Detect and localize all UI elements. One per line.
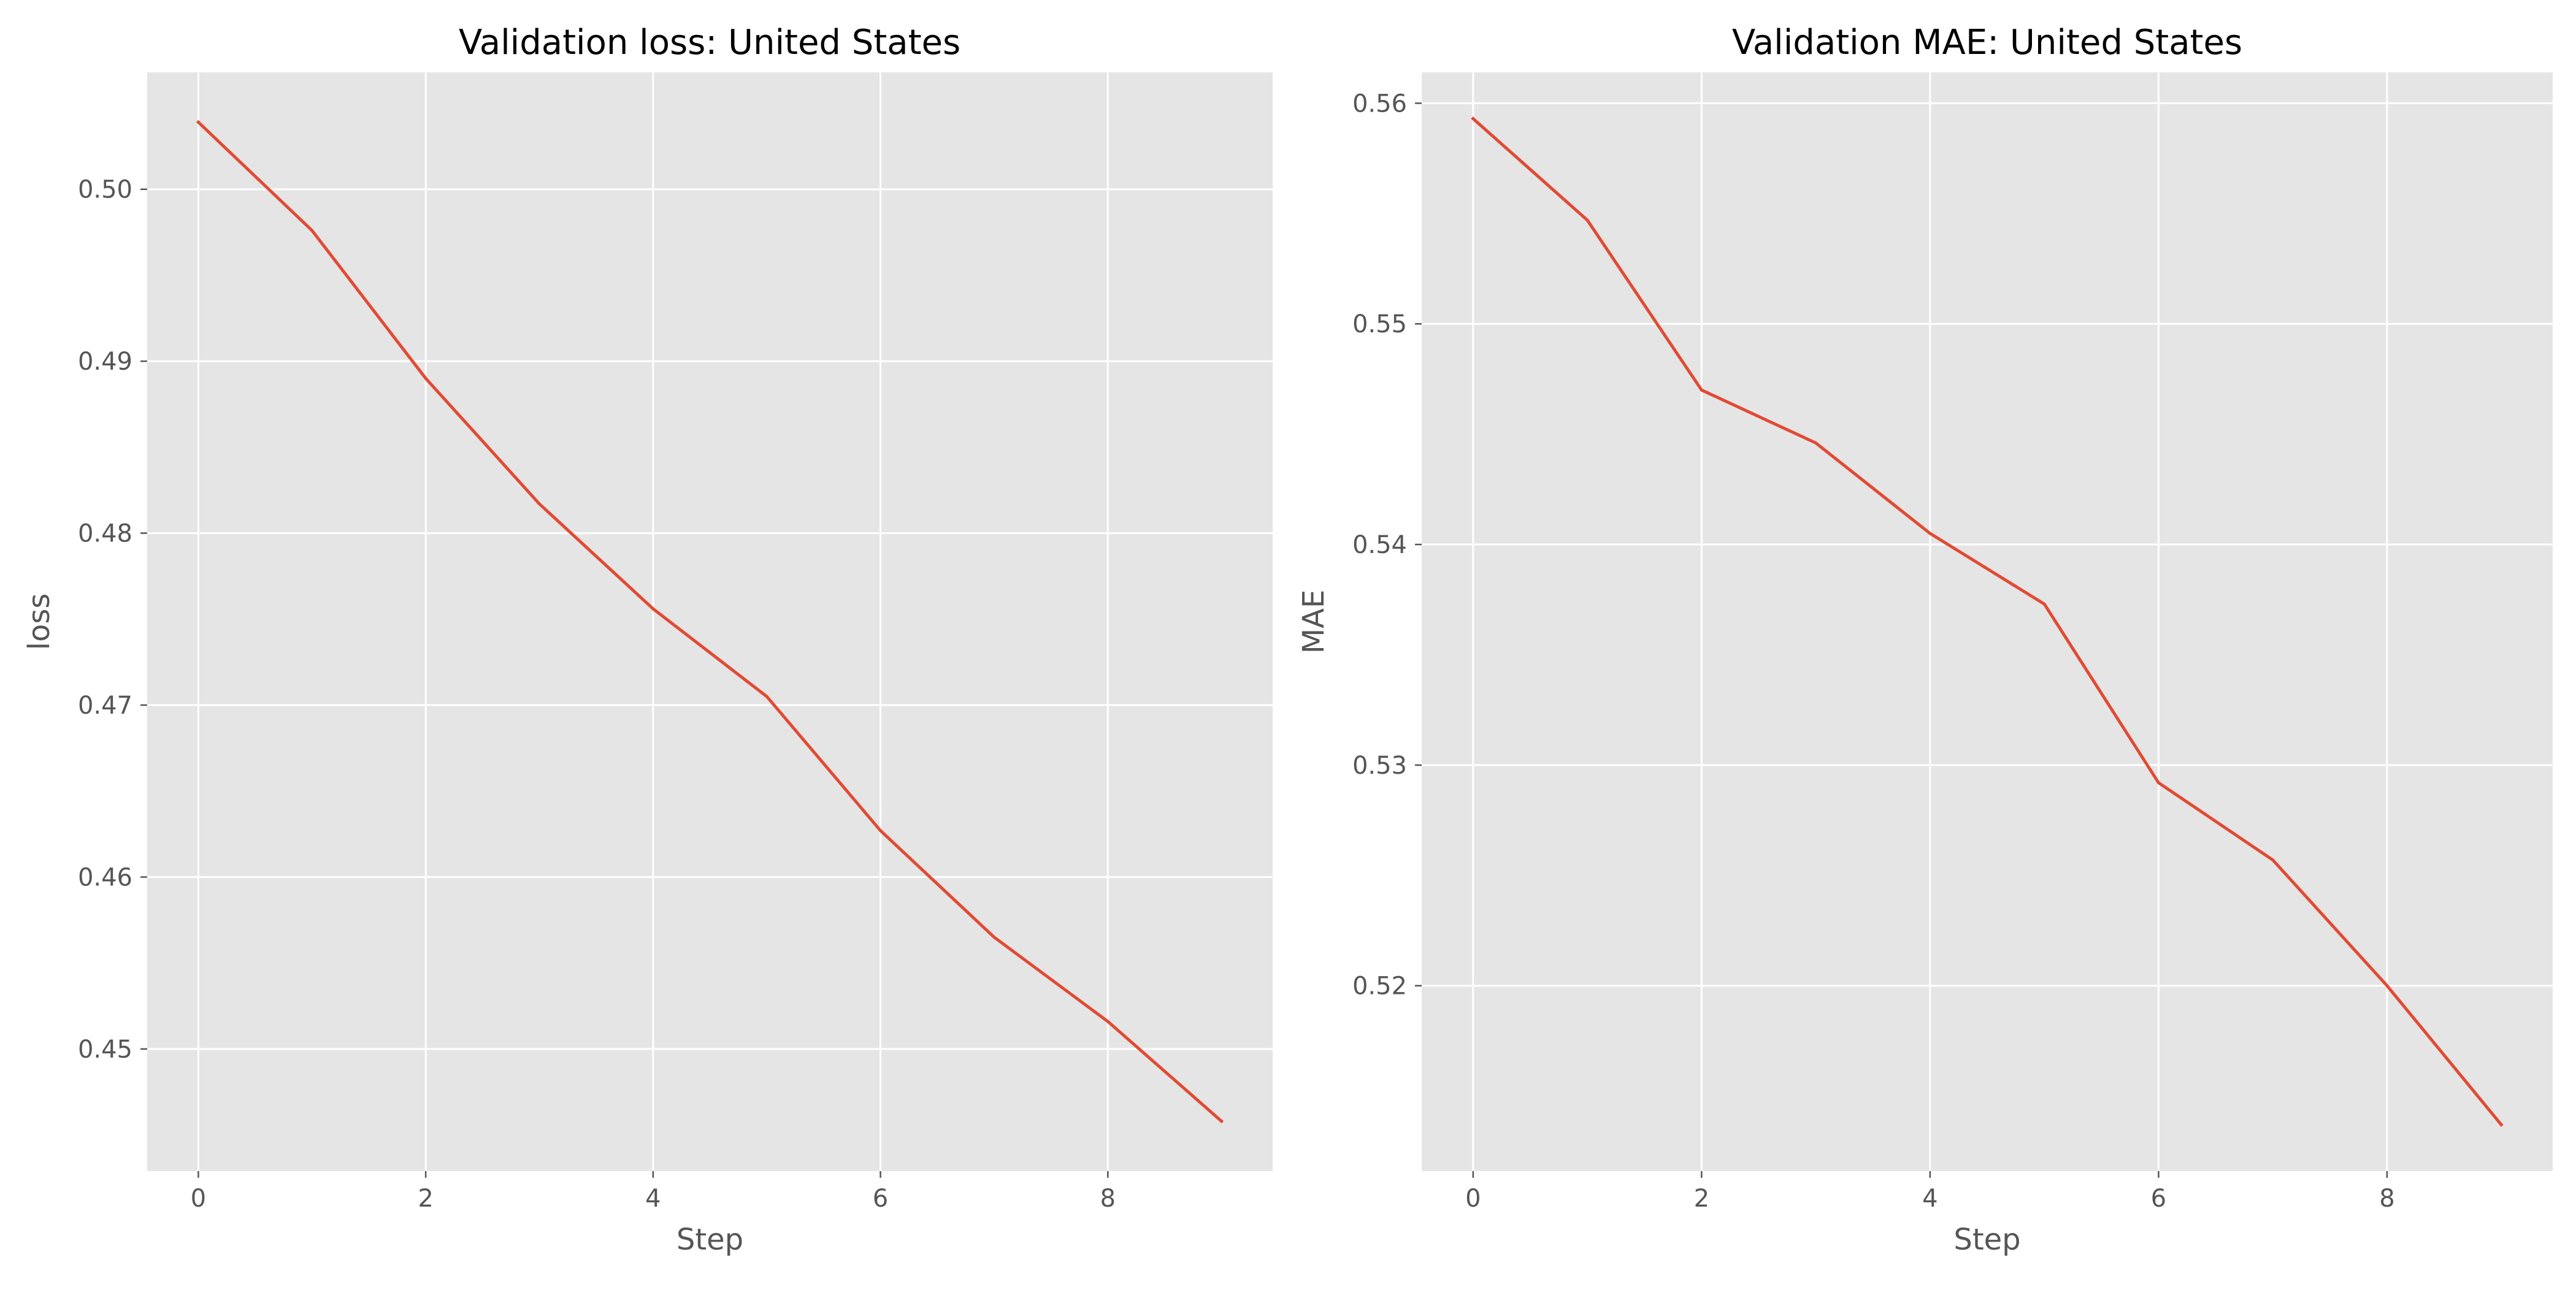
chart-1-data-point xyxy=(196,120,200,124)
chart-1-data-point xyxy=(651,607,655,611)
chart-1-x-tick-label: 2 xyxy=(418,1185,433,1213)
chart-1-data-point xyxy=(537,502,541,506)
chart-2: 0 2 4 6 8 0.52 0.53 0.54 0.55 0.56 Validation MAE:… xyxy=(1297,23,2553,1257)
chart-2-series-line xyxy=(1471,116,2504,1127)
chart-2-data-point xyxy=(1585,218,1589,222)
chart-2-data-point xyxy=(2499,1123,2503,1126)
chart-2-data-point xyxy=(2156,781,2160,785)
chart-2-data-point xyxy=(2385,984,2389,988)
chart-2-x-axis-label: Step xyxy=(1953,1223,2020,1257)
chart-1-data-point xyxy=(1106,1020,1110,1023)
chart-1-data-point xyxy=(310,229,314,232)
chart-2-plot-area xyxy=(1422,72,2553,1171)
chart-1-y-axis-label: loss xyxy=(22,593,56,651)
chart-1-data-point xyxy=(424,376,427,380)
chart-1-series-line xyxy=(196,120,1224,1124)
chart-1-data-point xyxy=(1220,1120,1224,1123)
chart-2-y-tick-label: 0.55 xyxy=(1352,310,1407,338)
chart-2-x-tick-label: 0 xyxy=(1465,1185,1481,1213)
chart-1-data-point xyxy=(879,829,883,833)
chart-1-title: Validation loss: United States xyxy=(459,23,960,63)
chart-2-data-point xyxy=(2042,602,2046,606)
chart-1-x-tick-label: 0 xyxy=(191,1185,206,1213)
chart-2-data-point xyxy=(2271,858,2275,862)
chart-1-x-tick-label: 4 xyxy=(645,1185,661,1213)
chart-2-x-tick-label: 4 xyxy=(1922,1185,1938,1213)
chart-1-y-tick-label: 0.49 xyxy=(78,348,132,376)
chart-2-y-tick-label: 0.54 xyxy=(1352,531,1407,559)
chart-1-data-point xyxy=(992,936,996,939)
chart-1-x-tick-label: 8 xyxy=(1100,1185,1116,1213)
chart-1-y-tick-label: 0.50 xyxy=(78,176,132,204)
chart-1-y-tick-label: 0.47 xyxy=(78,692,132,720)
chart-1-x-axis-label: Step xyxy=(677,1223,743,1257)
chart-2-data-point xyxy=(1471,117,1475,121)
chart-1-y-tick-label: 0.48 xyxy=(78,520,132,548)
chart-2-x-tick-label: 2 xyxy=(1694,1185,1709,1213)
chart-2-y-tick-label: 0.53 xyxy=(1352,752,1407,780)
chart-1-plot-area xyxy=(147,72,1273,1171)
chart-2-data-point xyxy=(1700,388,1703,392)
chart-1: 0 2 4 6 8 0.45 0.46 0.47 0.48 0.49 0.50 Validation … xyxy=(22,23,1273,1257)
chart-2-y-axis-label: MAE xyxy=(1297,590,1331,654)
chart-2-data-point xyxy=(1928,532,1932,535)
chart-2-x-tick-label: 8 xyxy=(2379,1185,2394,1213)
chart-1-data-point xyxy=(765,695,769,698)
chart-2-x-tick-label: 6 xyxy=(2151,1185,2166,1213)
chart-2-y-tick-label: 0.52 xyxy=(1352,972,1407,1001)
chart-2-y-tick-label: 0.56 xyxy=(1352,90,1407,118)
chart-2-title: Validation MAE: United States xyxy=(1732,23,2242,63)
chart-2-data-point xyxy=(1814,441,1818,445)
chart-1-y-tick-label: 0.46 xyxy=(78,863,132,891)
chart-1-x-tick-label: 6 xyxy=(873,1185,888,1213)
chart-1-y-tick-label: 0.45 xyxy=(78,1036,132,1064)
